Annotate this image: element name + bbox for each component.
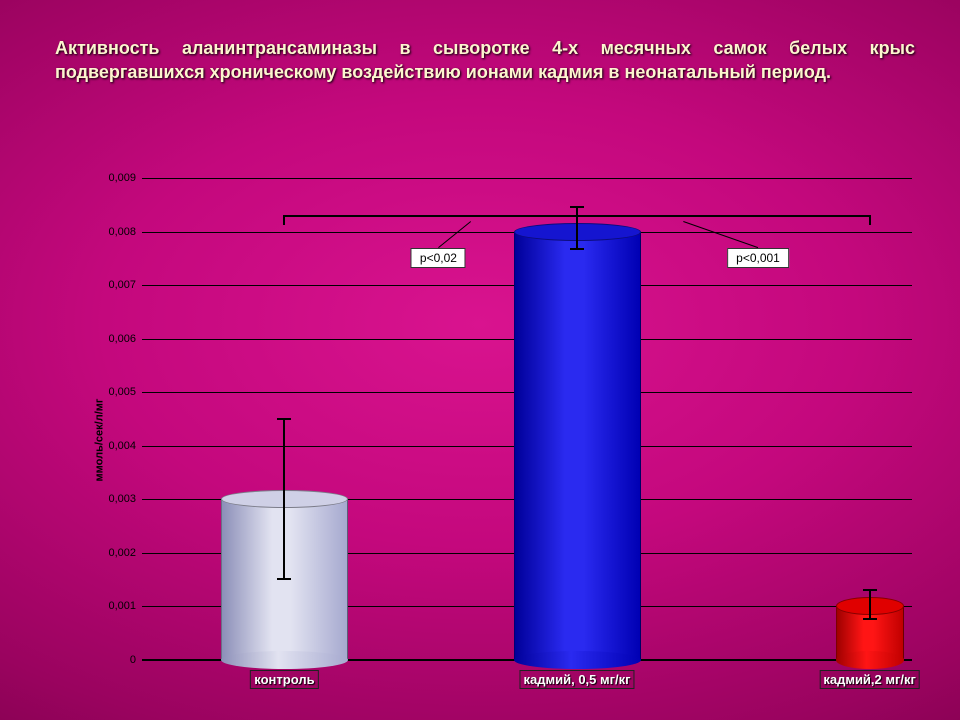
p-label-pointer	[142, 178, 143, 179]
y-tick-label: 0	[130, 654, 136, 666]
y-tick-label: 0,001	[108, 600, 136, 612]
x-category-label: кадмий, 0,5 мг/кг	[520, 670, 635, 689]
y-tick-label: 0,002	[108, 547, 136, 559]
y-tick-label: 0,003	[108, 493, 136, 505]
plot-area: 00,0010,0020,0030,0040,0050,0060,0070,00…	[142, 178, 912, 660]
y-axis-label: ммоль/сек/л/мг	[93, 399, 105, 482]
y-tick-label: 0,007	[108, 279, 136, 291]
y-tick-label: 0,005	[108, 386, 136, 398]
chart-title: Активность аланинтрансаминазы в сыворотк…	[55, 36, 915, 85]
y-tick-label: 0,009	[108, 172, 136, 184]
y-tick-label: 0,006	[108, 333, 136, 345]
chart-container: ммоль/сек/л/мг 00,0010,0020,0030,0040,00…	[50, 160, 920, 720]
x-category-label: кадмий,2 мг/кг	[819, 670, 920, 689]
x-category-label: контроль	[250, 670, 318, 689]
y-tick-label: 0,004	[108, 440, 136, 452]
y-tick-label: 0,008	[108, 226, 136, 238]
